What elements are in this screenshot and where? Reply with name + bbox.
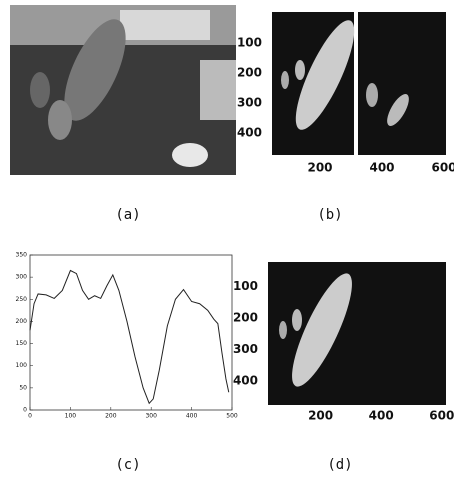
x-tick-label: 0 [28, 413, 32, 420]
image-d [268, 262, 446, 405]
caption: (b) [317, 207, 342, 223]
x-tick-label: 100 [65, 413, 77, 420]
y-tick-label: 150 [16, 340, 28, 347]
caption: (a) [115, 207, 140, 223]
x-tick-label: 400 [369, 161, 394, 175]
x-tick-label: 400 [369, 409, 394, 423]
y-tick-label: 400 [237, 126, 262, 140]
y-tick-label: 250 [16, 296, 28, 303]
y-tick-label: 0 [23, 407, 27, 414]
y-tick-label: 200 [237, 66, 262, 80]
y-tick-label: 200 [16, 318, 28, 325]
x-tick-label: 500 [226, 413, 238, 420]
y-tick-label: 50 [19, 384, 27, 391]
x-tick-label: 300 [145, 413, 157, 420]
image-b [272, 12, 446, 155]
x-tick-label: 200 [105, 413, 117, 420]
caption: (c) [115, 457, 140, 473]
y-tick-label: 300 [233, 342, 258, 356]
y-tick-label: 300 [16, 274, 28, 281]
line [29, 269, 230, 405]
y-tick-label: 400 [233, 374, 258, 388]
y-tick-label: 100 [16, 362, 28, 369]
photo-a [10, 5, 236, 175]
x-tick-label: 600 [431, 161, 454, 175]
y-tick-label: 100 [237, 36, 262, 50]
x-tick-label: 400 [186, 413, 198, 420]
caption: (d) [327, 457, 352, 473]
y-tick-label: 100 [233, 279, 258, 293]
x-tick-label: 200 [308, 409, 333, 423]
y-tick-label: 300 [237, 96, 262, 110]
x-tick-label: 600 [429, 409, 454, 423]
plot-frame [29, 254, 233, 411]
y-tick-label: 200 [233, 311, 258, 325]
x-tick-label: 200 [307, 161, 332, 175]
y-tick-label: 350 [16, 252, 28, 259]
